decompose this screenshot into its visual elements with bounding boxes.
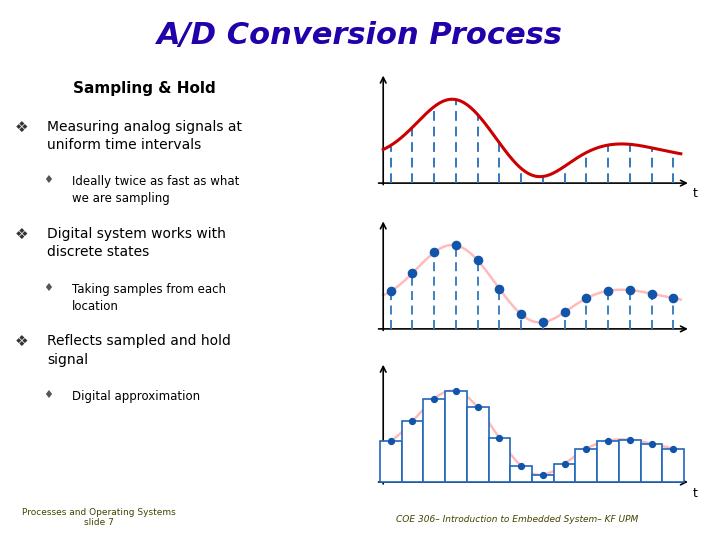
Point xyxy=(537,470,549,479)
Text: COE 306– Introduction to Embedded System– KF UPM: COE 306– Introduction to Embedded System… xyxy=(396,515,638,524)
Bar xyxy=(532,475,554,482)
Point xyxy=(407,269,418,278)
Text: t: t xyxy=(693,487,698,500)
Text: ♦: ♦ xyxy=(43,390,53,400)
Text: ❖: ❖ xyxy=(14,227,28,242)
Bar xyxy=(445,391,467,482)
Bar xyxy=(619,440,641,482)
Point xyxy=(516,310,527,319)
Bar xyxy=(423,399,445,482)
Bar xyxy=(510,466,532,482)
Text: A/D Conversion Process: A/D Conversion Process xyxy=(157,21,563,50)
Bar xyxy=(662,449,684,482)
Text: Digital approximation: Digital approximation xyxy=(72,390,200,403)
Point xyxy=(385,287,397,295)
Bar xyxy=(467,407,488,482)
Bar xyxy=(575,449,598,482)
Point xyxy=(559,308,570,316)
Text: t: t xyxy=(693,187,698,200)
Text: ♦: ♦ xyxy=(43,176,53,185)
Text: ❖: ❖ xyxy=(14,119,28,134)
Point xyxy=(646,289,657,298)
Point xyxy=(472,256,483,265)
Bar xyxy=(488,438,510,482)
Text: Processes and Operating Systems
slide 7: Processes and Operating Systems slide 7 xyxy=(22,508,176,528)
Point xyxy=(494,285,505,293)
Bar xyxy=(402,421,423,482)
Bar xyxy=(598,441,619,482)
Text: ♦: ♦ xyxy=(43,283,53,293)
Point xyxy=(450,241,462,249)
Point xyxy=(667,444,679,453)
Bar xyxy=(554,464,575,482)
Point xyxy=(407,417,418,426)
Point xyxy=(428,395,440,403)
Point xyxy=(516,462,527,470)
Point xyxy=(428,248,440,257)
Text: ❖: ❖ xyxy=(14,334,28,349)
Point xyxy=(472,403,483,411)
Bar xyxy=(641,444,662,482)
Point xyxy=(603,287,614,295)
Point xyxy=(494,434,505,442)
Point xyxy=(624,286,636,294)
Text: Sampling & Hold: Sampling & Hold xyxy=(73,81,215,96)
Point xyxy=(537,318,549,327)
Text: Reflects sampled and hold
signal: Reflects sampled and hold signal xyxy=(47,334,230,367)
Point xyxy=(580,294,592,302)
Point xyxy=(667,294,679,302)
Text: Taking samples from each
location: Taking samples from each location xyxy=(72,283,226,313)
Point xyxy=(646,440,657,448)
Bar xyxy=(379,441,402,482)
Point xyxy=(385,437,397,445)
Point xyxy=(450,387,462,395)
Text: Ideally twice as fast as what
we are sampling: Ideally twice as fast as what we are sam… xyxy=(72,176,239,205)
Point xyxy=(559,460,570,468)
Text: Digital system works with
discrete states: Digital system works with discrete state… xyxy=(47,227,225,259)
Point xyxy=(624,435,636,444)
Point xyxy=(580,444,592,453)
Text: Measuring analog signals at
uniform time intervals: Measuring analog signals at uniform time… xyxy=(47,119,242,152)
Point xyxy=(603,436,614,445)
